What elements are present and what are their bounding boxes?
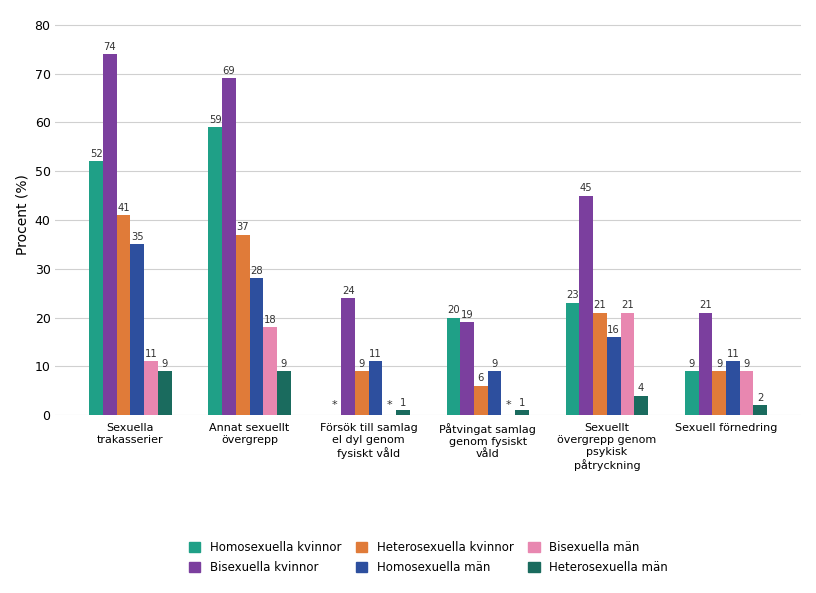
Bar	[712, 371, 726, 415]
Bar	[515, 410, 529, 415]
Text: 4: 4	[638, 383, 645, 393]
Bar	[117, 215, 131, 415]
Text: 23: 23	[566, 291, 579, 301]
Text: 6: 6	[477, 374, 484, 384]
Bar	[685, 371, 698, 415]
Bar	[621, 313, 634, 415]
Text: 11: 11	[369, 349, 382, 359]
Text: 21: 21	[621, 300, 634, 310]
Legend: Homosexuella kvinnor, Bisexuella kvinnor, Heterosexuella kvinnor, Homosexuella m: Homosexuella kvinnor, Bisexuella kvinnor…	[188, 541, 667, 574]
Text: 19: 19	[461, 310, 473, 320]
Bar	[264, 327, 277, 415]
Bar	[144, 361, 157, 415]
Bar	[488, 371, 502, 415]
Bar	[753, 406, 767, 415]
Text: 9: 9	[281, 359, 287, 369]
Bar	[131, 244, 144, 415]
Text: 18: 18	[264, 315, 277, 325]
Text: 21: 21	[699, 300, 712, 310]
Text: *: *	[331, 400, 337, 410]
Text: 9: 9	[716, 359, 722, 369]
Text: 9: 9	[689, 359, 695, 369]
Text: 35: 35	[131, 232, 144, 242]
Text: *: *	[505, 400, 511, 410]
Bar	[103, 54, 117, 415]
Text: 1: 1	[519, 398, 526, 408]
Text: 9: 9	[162, 359, 168, 369]
Text: 28: 28	[250, 266, 263, 276]
Bar	[355, 371, 369, 415]
Text: 11: 11	[726, 349, 739, 359]
Bar	[157, 371, 171, 415]
Text: 1: 1	[400, 398, 406, 408]
Text: 41: 41	[118, 203, 130, 213]
Text: 37: 37	[237, 222, 249, 232]
Text: 9: 9	[743, 359, 750, 369]
Bar	[236, 235, 250, 415]
Bar	[474, 386, 488, 415]
Text: 20: 20	[447, 305, 460, 315]
Bar	[208, 127, 222, 415]
Bar	[740, 371, 753, 415]
Bar	[460, 323, 474, 415]
Bar	[277, 371, 290, 415]
Bar	[726, 361, 740, 415]
Text: 24: 24	[342, 286, 354, 295]
Bar	[565, 303, 579, 415]
Text: 9: 9	[491, 359, 498, 369]
Text: 74: 74	[104, 42, 116, 52]
Bar	[89, 161, 103, 415]
Text: 52: 52	[90, 149, 103, 159]
Text: 2: 2	[757, 393, 764, 403]
Bar	[250, 279, 264, 415]
Bar	[579, 196, 593, 415]
Bar	[607, 337, 621, 415]
Bar	[396, 410, 410, 415]
Bar	[593, 313, 607, 415]
Bar	[369, 361, 383, 415]
Bar	[222, 78, 236, 415]
Bar	[698, 313, 712, 415]
Bar	[341, 298, 355, 415]
Bar	[634, 396, 648, 415]
Text: 21: 21	[594, 300, 606, 310]
Text: 9: 9	[358, 359, 365, 369]
Text: 69: 69	[223, 66, 235, 76]
Text: 59: 59	[209, 115, 222, 125]
Text: *: *	[387, 400, 392, 410]
Text: 16: 16	[607, 324, 620, 334]
Y-axis label: Procent (%): Procent (%)	[15, 174, 29, 256]
Text: 11: 11	[144, 349, 157, 359]
Bar	[446, 317, 460, 415]
Text: 45: 45	[580, 183, 592, 193]
